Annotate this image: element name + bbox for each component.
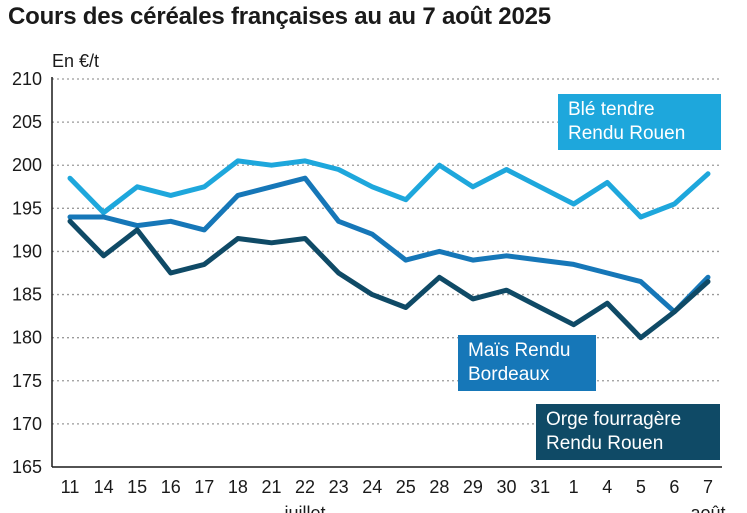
legend-orge-line-2: Rendu Rouen [546, 433, 664, 454]
gridlines [52, 78, 722, 425]
x-tick-label: 7 [703, 477, 713, 497]
x-tick-label: 28 [429, 477, 449, 497]
legend-mais: Maïs Rendu Bordeaux [458, 335, 596, 391]
legend-orge-fourragere: Orge fourragère Rendu Rouen [536, 404, 720, 460]
x-tick-label: 18 [228, 477, 248, 497]
x-tick-label: 24 [362, 477, 382, 497]
y-tick-label: 170 [12, 414, 42, 434]
x-tick-label: 4 [602, 477, 612, 497]
y-tick-label: 200 [12, 155, 42, 175]
x-tick-label: 30 [497, 477, 517, 497]
month-label-aout: août [690, 503, 725, 513]
x-tick-label: 1 [569, 477, 579, 497]
x-tick-label: 21 [261, 477, 281, 497]
x-tick-label: 29 [463, 477, 483, 497]
y-axis-label: En €/t [52, 51, 99, 71]
y-tick-label: 165 [12, 457, 42, 477]
y-tick-label: 180 [12, 328, 42, 348]
x-tick-label: 16 [161, 477, 181, 497]
x-tick-label: 31 [530, 477, 550, 497]
x-tick-label: 25 [396, 477, 416, 497]
axes: En €/t [51, 51, 722, 468]
legend-mais-line-2: Bordeaux [468, 364, 550, 385]
series-line-orge [67, 218, 711, 341]
y-tick-label: 185 [12, 285, 42, 305]
x-tick-label: 23 [329, 477, 349, 497]
series-line-ble [67, 158, 711, 220]
y-tick-label: 190 [12, 241, 42, 261]
month-label-juillet: juillet [284, 503, 326, 513]
legend-orge-line-1: Orge fourragère [546, 409, 682, 430]
legend-ble-tendre: Blé tendre Rendu Rouen [558, 94, 721, 150]
x-tick-label: 22 [295, 477, 315, 497]
x-tick-label: 11 [61, 477, 80, 497]
x-tick-label: 17 [194, 477, 214, 497]
y-tick-labels: 165 170 175 180 185 190 195 200 205 210 [12, 69, 42, 477]
x-tick-labels: 11 14 15 16 17 18 21 22 23 24 25 28 29 30 31 1 4 5 6 7juill… [61, 477, 726, 513]
x-tick-label: 5 [636, 477, 646, 497]
legend-ble-line-2: Rendu Rouen [568, 123, 686, 144]
legend-ble-line-1: Blé tendre [568, 99, 655, 120]
y-tick-label: 210 [12, 69, 42, 89]
x-tick-label: 14 [94, 477, 114, 497]
chart-title: Cours des céréales françaises au au 7 ao… [8, 3, 551, 30]
y-tick-label: 195 [12, 198, 42, 218]
legend-mais-line-1: Maïs Rendu [468, 340, 571, 361]
y-tick-label: 205 [12, 112, 42, 132]
y-tick-label: 175 [12, 371, 42, 391]
series-lines [67, 158, 711, 341]
series-line-mais [67, 175, 711, 315]
x-tick-label: 6 [669, 477, 679, 497]
x-tick-label: 15 [127, 477, 147, 497]
